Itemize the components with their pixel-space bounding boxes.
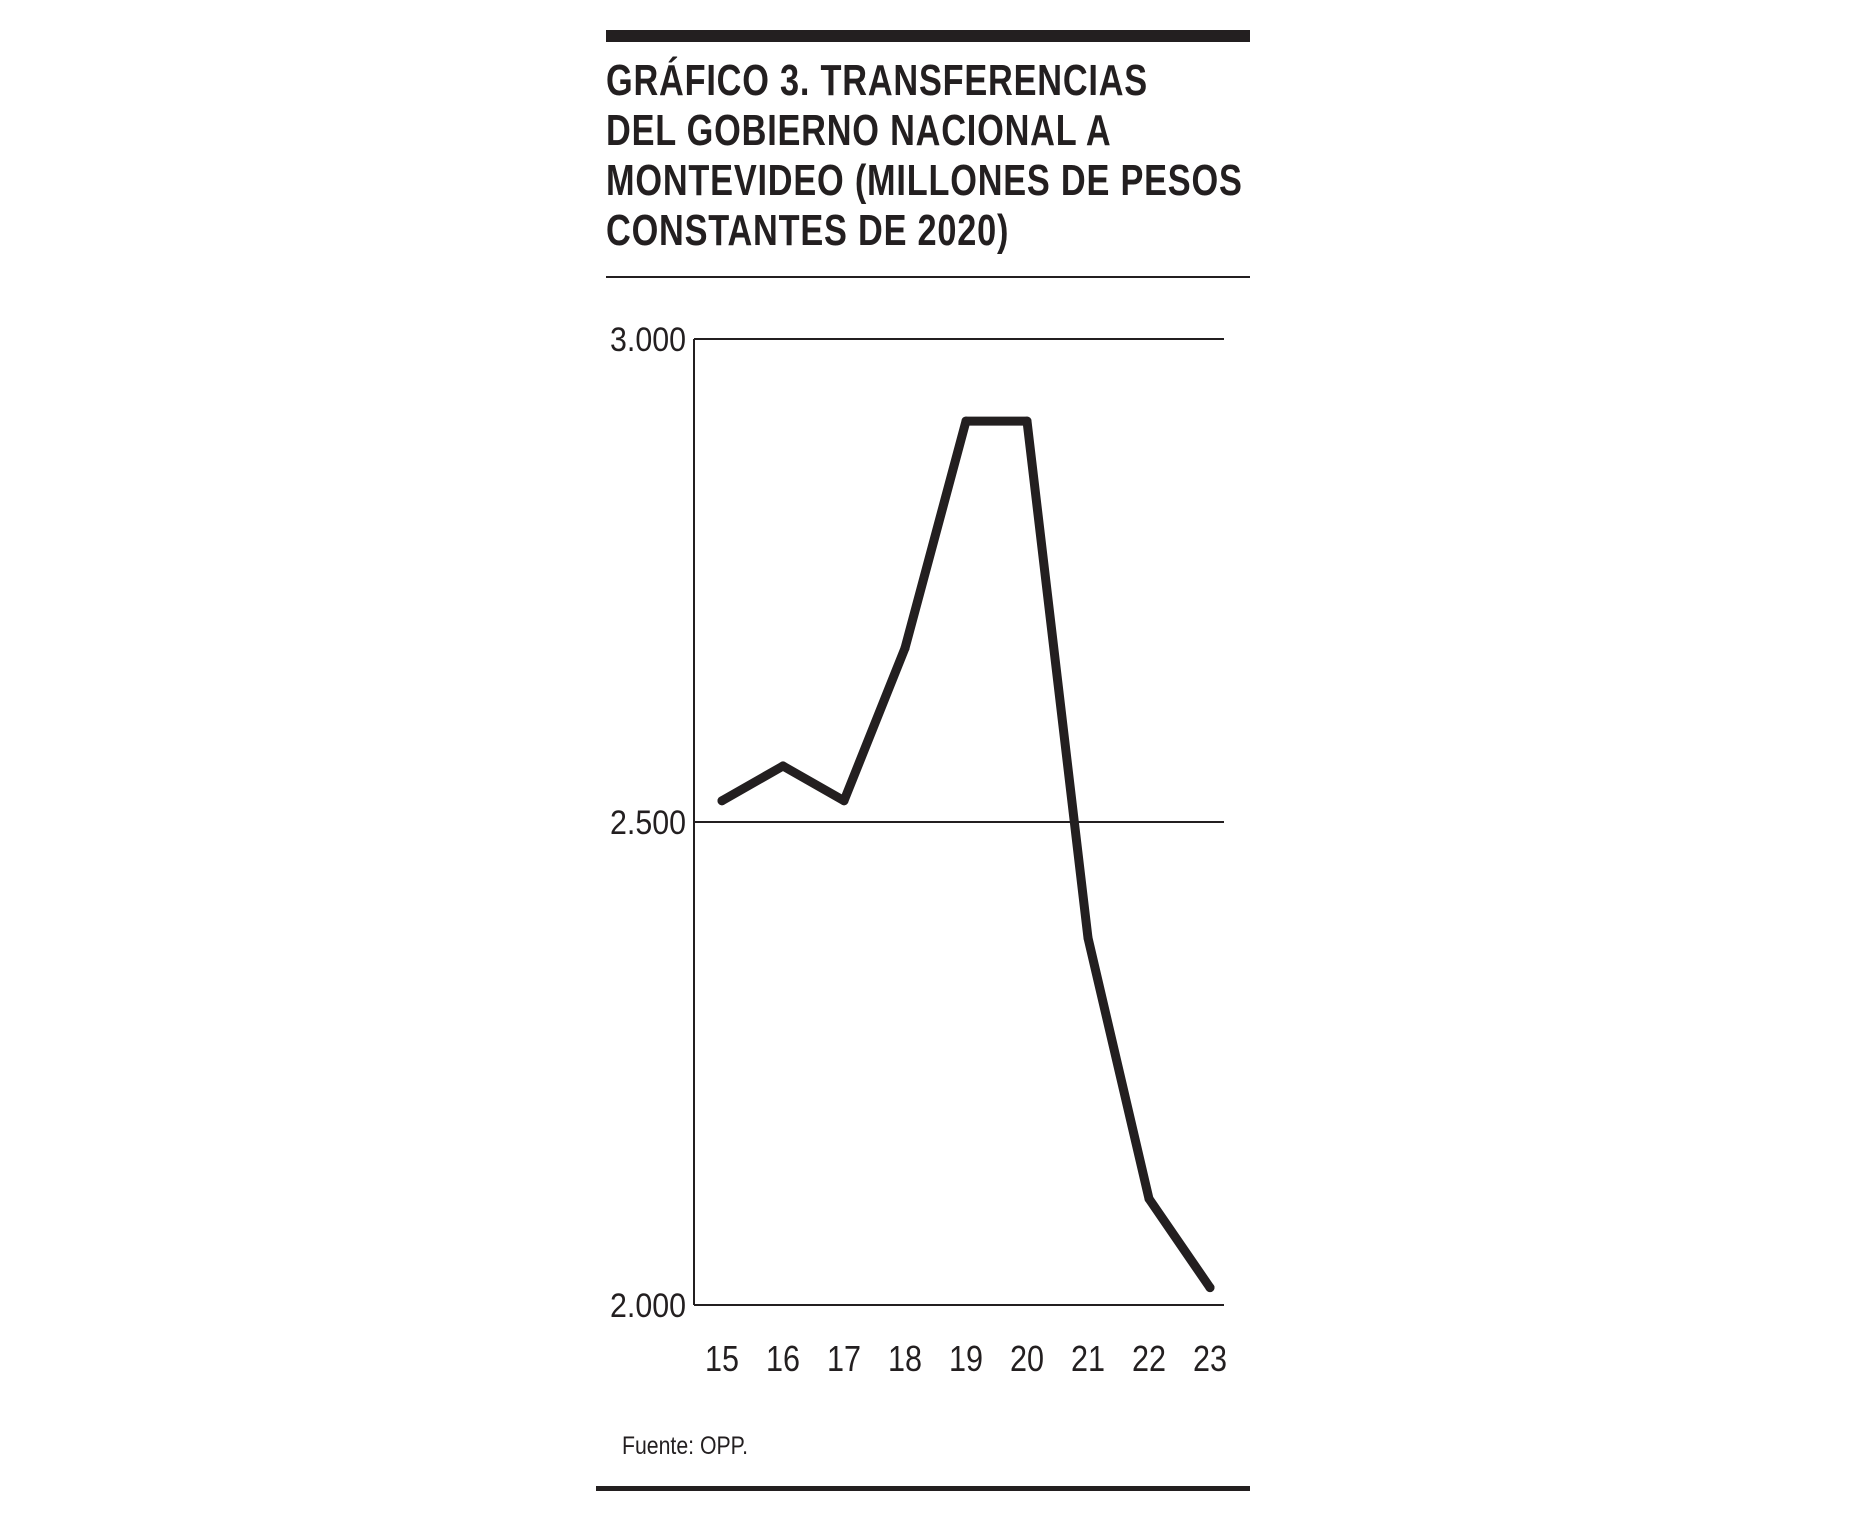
x-tick-label: 21 (1071, 1338, 1105, 1379)
data-point (717, 796, 727, 806)
x-tick-label: 17 (827, 1338, 861, 1379)
chart-title-line-4: CONSTANTES DE 2020) (606, 206, 1010, 255)
x-tick-label: 22 (1132, 1338, 1166, 1379)
grid-layer (694, 338, 1224, 1306)
source-note: Fuente: OPP. (622, 1432, 749, 1460)
data-point (1144, 1194, 1154, 1204)
y-tick-label: 3.000 (610, 321, 686, 359)
title-divider (606, 276, 1250, 278)
data-point (1022, 416, 1032, 426)
data-point (778, 761, 788, 771)
series-line (717, 416, 1215, 1293)
top-rule (606, 30, 1250, 42)
data-point (1083, 933, 1093, 943)
x-tick-label: 23 (1193, 1338, 1227, 1379)
data-point (839, 796, 849, 806)
data-points (717, 416, 1215, 1293)
chart-title-line-1: GRÁFICO 3. TRANSFERENCIAS (606, 56, 1148, 105)
y-tick-label: 2.500 (610, 804, 686, 842)
data-point (1205, 1283, 1215, 1293)
chart-title-line-2: DEL GOBIERNO NACIONAL A (606, 106, 1112, 155)
y-tick-label: 2.000 (610, 1287, 686, 1325)
x-tick-label: 20 (1010, 1338, 1044, 1379)
x-tick-label: 18 (888, 1338, 922, 1379)
x-tick-label: 15 (705, 1338, 739, 1379)
bottom-rule (596, 1486, 1250, 1491)
x-tick-label: 16 (766, 1338, 800, 1379)
x-tick-labels: 15 16 17 18 19 20 21 22 23 (705, 1338, 1227, 1379)
data-point (961, 416, 971, 426)
data-point (900, 643, 910, 653)
y-tick-labels: 2.000 2.500 3.000 (610, 321, 686, 1325)
x-tick-label: 19 (949, 1338, 983, 1379)
